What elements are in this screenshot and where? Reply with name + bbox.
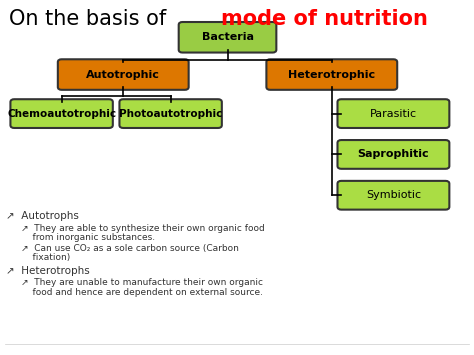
Text: Autotrophic: Autotrophic bbox=[86, 70, 160, 80]
Text: Photoautotrophic: Photoautotrophic bbox=[119, 109, 222, 119]
Text: Heterotrophic: Heterotrophic bbox=[288, 70, 375, 80]
Text: ↗  They are able to synthesize their own organic food: ↗ They are able to synthesize their own … bbox=[21, 224, 265, 233]
FancyBboxPatch shape bbox=[266, 59, 397, 90]
Text: On the basis of: On the basis of bbox=[9, 9, 173, 29]
FancyBboxPatch shape bbox=[10, 99, 113, 128]
Text: Bacteria: Bacteria bbox=[201, 32, 254, 42]
Text: from inorganic substances.: from inorganic substances. bbox=[21, 233, 155, 242]
Text: ↗  They are unable to manufacture their own organic: ↗ They are unable to manufacture their o… bbox=[21, 278, 264, 287]
FancyBboxPatch shape bbox=[337, 99, 449, 128]
FancyBboxPatch shape bbox=[58, 59, 189, 90]
Text: ↗  Autotrophs: ↗ Autotrophs bbox=[6, 211, 79, 221]
FancyBboxPatch shape bbox=[179, 22, 276, 53]
Text: Symbiotic: Symbiotic bbox=[366, 190, 421, 200]
Text: ↗  Heterotrophs: ↗ Heterotrophs bbox=[6, 266, 90, 275]
Text: ↗  Can use CO₂ as a sole carbon source (Carbon: ↗ Can use CO₂ as a sole carbon source (C… bbox=[21, 244, 239, 252]
FancyBboxPatch shape bbox=[337, 181, 449, 209]
FancyBboxPatch shape bbox=[337, 140, 449, 169]
Text: mode of nutrition: mode of nutrition bbox=[221, 9, 428, 29]
Text: Saprophitic: Saprophitic bbox=[357, 149, 429, 159]
Text: fixation): fixation) bbox=[21, 253, 71, 262]
Text: food and hence are dependent on external source.: food and hence are dependent on external… bbox=[21, 288, 264, 296]
Text: Parasitic: Parasitic bbox=[370, 109, 417, 119]
Text: Chemoautotrophic: Chemoautotrophic bbox=[7, 109, 116, 119]
FancyBboxPatch shape bbox=[119, 99, 222, 128]
